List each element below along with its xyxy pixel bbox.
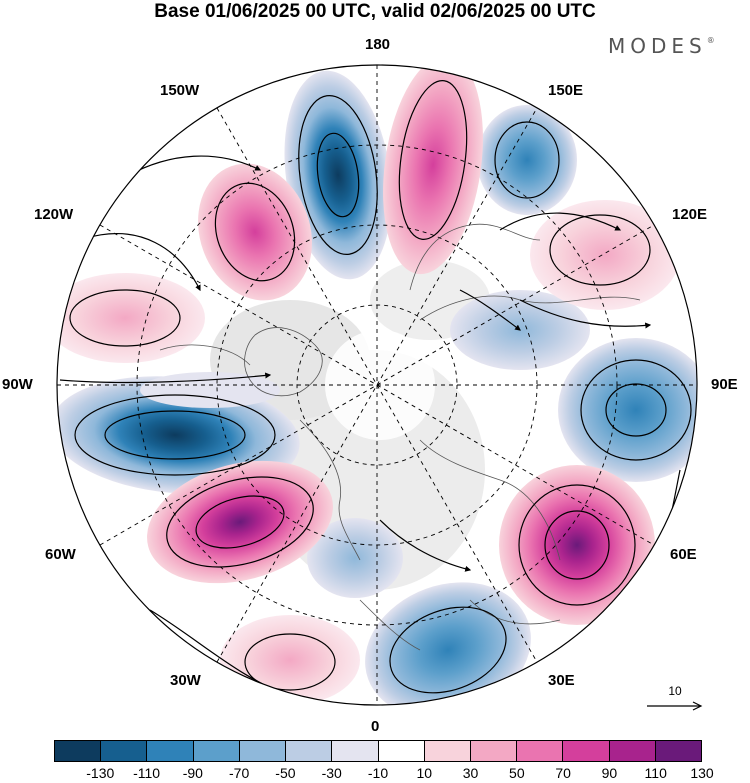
anomaly-neg-150e bbox=[477, 105, 577, 215]
map-boundary bbox=[56, 64, 698, 706]
colorbar-tick-label: 130 bbox=[690, 765, 714, 781]
anomaly-pos-120w bbox=[57, 273, 205, 363]
anomaly-neg-pacific bbox=[284, 70, 392, 280]
lon-label-0: 0 bbox=[371, 718, 380, 735]
lon-label-90e: 90E bbox=[711, 376, 738, 393]
colorbar-tick-label: -70 bbox=[229, 765, 250, 781]
lon-label-30w: 30W bbox=[170, 672, 201, 689]
colorbar-swatch bbox=[286, 741, 333, 761]
anomaly-field bbox=[57, 65, 697, 705]
lon-label-30e: 30E bbox=[548, 672, 575, 689]
colorbar bbox=[54, 740, 702, 762]
anomaly-neg-west bbox=[140, 372, 280, 408]
wind-streamlines bbox=[59, 80, 692, 702]
colorbar-tick-label: -30 bbox=[321, 765, 342, 781]
colorbar-tick-label: 30 bbox=[462, 765, 479, 781]
reference-vector-arrow bbox=[647, 701, 703, 711]
colorbar-tick-label: 90 bbox=[601, 765, 618, 781]
map-title: Base 01/06/2025 00 UTC, valid 02/06/2025… bbox=[154, 1, 596, 22]
anomaly-neg-30e bbox=[365, 582, 531, 705]
anomaly-pos-180e bbox=[383, 65, 483, 275]
modes-logo: MODES® bbox=[608, 34, 715, 58]
polar-map bbox=[56, 64, 698, 706]
lon-label-60e: 60E bbox=[670, 546, 697, 563]
colorbar-swatch bbox=[609, 741, 656, 761]
colorbar-swatch bbox=[563, 741, 610, 761]
anomaly-pos-120e bbox=[530, 200, 680, 310]
colorbar-swatch bbox=[239, 741, 287, 761]
colorbar-swatch bbox=[55, 741, 102, 761]
colorbar-labels: -130 -110 -90 -70 -50 -30 -10 10 30 50 70 90 110 130 bbox=[54, 765, 713, 783]
lon-label-120w: 120W bbox=[34, 206, 74, 223]
colorbar-swatch bbox=[332, 741, 379, 761]
colorbar-tick-label: -130 bbox=[86, 765, 115, 781]
colorbar-tick-label: 110 bbox=[644, 765, 667, 781]
colorbar-tick-label: 50 bbox=[509, 765, 525, 781]
colorbar-swatch bbox=[655, 741, 702, 761]
lon-label-120e: 120E bbox=[672, 206, 708, 223]
lon-label-60w: 60W bbox=[45, 546, 76, 563]
lon-label-180: 180 bbox=[365, 36, 391, 53]
colorbar-tick-label: -50 bbox=[275, 765, 296, 781]
colorbar-swatch bbox=[378, 741, 425, 761]
colorbar-tick-label: 10 bbox=[416, 765, 433, 781]
lon-label-150e: 150E bbox=[548, 82, 584, 99]
reference-vector-label: 10 bbox=[668, 684, 682, 698]
anomaly-pos-30w bbox=[220, 615, 360, 705]
colorbar-swatch bbox=[193, 741, 240, 761]
coastlines bbox=[159, 223, 641, 651]
colorbar-swatch bbox=[424, 741, 471, 761]
logo-text: MODES bbox=[608, 34, 707, 58]
colorbar-swatch bbox=[101, 741, 148, 761]
lon-label-90w: 90W bbox=[2, 376, 33, 393]
colorbar-swatch bbox=[517, 741, 564, 761]
anomaly-pos-60e bbox=[499, 465, 655, 625]
lon-label-150w: 150W bbox=[160, 82, 200, 99]
colorbar-swatch bbox=[470, 741, 518, 761]
colorbar-tick-label: -110 bbox=[133, 765, 161, 781]
colorbar-tick-label: -90 bbox=[182, 765, 203, 781]
colorbar-tick-label: 70 bbox=[555, 765, 571, 781]
colorbar-tick-label: -10 bbox=[367, 765, 389, 781]
graticule bbox=[57, 65, 697, 705]
registered-mark: ® bbox=[706, 36, 715, 45]
colorbar-swatch bbox=[147, 741, 194, 761]
